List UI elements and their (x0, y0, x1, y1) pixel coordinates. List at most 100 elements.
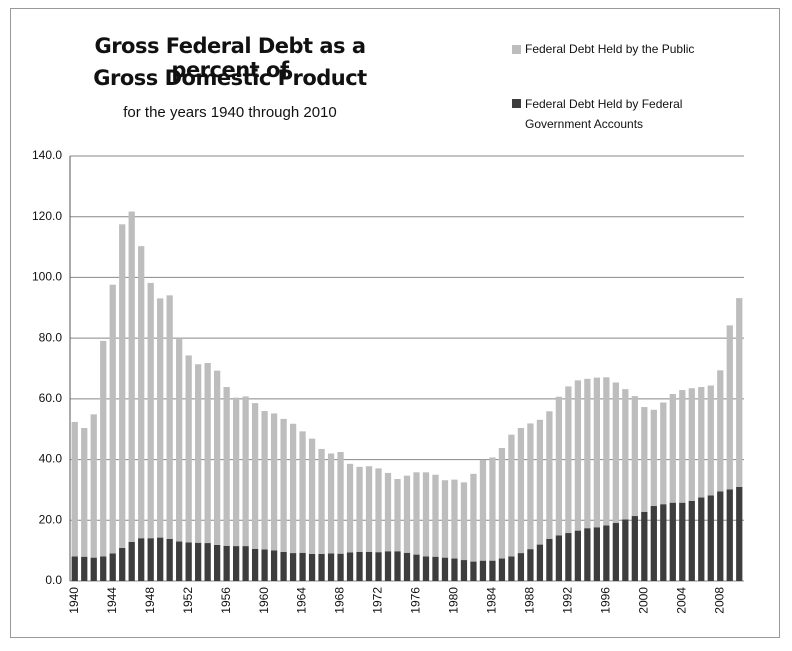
x-tick-label: 1968 (333, 587, 347, 614)
bar-segment (622, 519, 629, 581)
bar-segment (660, 402, 667, 505)
bar-segment (432, 556, 439, 581)
x-tick-label: 1992 (561, 587, 575, 614)
bar-segment (299, 431, 306, 553)
bar-segment (679, 390, 686, 503)
bar-segment (232, 397, 240, 547)
bar-segment (508, 556, 515, 581)
x-tick-label: 1952 (181, 587, 195, 614)
bar-segment (261, 549, 268, 581)
bar-segment (726, 325, 733, 490)
bar-segment (337, 451, 344, 554)
bar-segment (327, 453, 335, 554)
bar-segment (375, 552, 382, 581)
bar-segment (669, 502, 676, 581)
bar-segment (327, 553, 335, 581)
bar-segment (128, 211, 135, 542)
y-tick-label: 120.0 (32, 209, 62, 223)
bar-segment (308, 438, 316, 554)
bar-segment (71, 556, 78, 581)
bar-segment (100, 556, 107, 581)
y-tick-label: 60.0 (39, 391, 63, 405)
bar-segment (204, 543, 211, 581)
bar-segment (346, 552, 354, 581)
bar-segment (81, 556, 88, 581)
x-tick-label: 1948 (143, 587, 157, 614)
bar-segment (413, 554, 420, 581)
bar-segment (574, 530, 582, 581)
bar-segment (669, 394, 676, 503)
x-tick-label: 1996 (599, 587, 613, 614)
frame (10, 8, 780, 638)
bar-segment (726, 489, 733, 581)
bar-segment (736, 298, 743, 487)
bar-segment (204, 363, 211, 544)
legend-swatch (512, 99, 521, 108)
x-tick-label: 2004 (674, 587, 688, 614)
x-tick-label: 1944 (105, 587, 119, 614)
bar-segment (365, 466, 373, 552)
bar-segment (470, 473, 477, 562)
bar-segment (394, 551, 401, 581)
bar-segment (308, 553, 316, 581)
bar-segment (584, 378, 591, 529)
x-tick-label: 2000 (636, 587, 650, 614)
chart-subtitle: for the years 1940 through 2010 (123, 104, 337, 121)
bar-segment (413, 472, 420, 555)
bar-segment (128, 541, 135, 581)
legend-item: Federal Debt Held by Federal Government … (512, 94, 697, 134)
bar-segment (517, 553, 525, 581)
bar-segment (631, 396, 638, 517)
x-tick-label: 1980 (447, 587, 461, 614)
bar-segment (299, 552, 306, 581)
bar-segment (460, 482, 468, 561)
bar-segment (441, 557, 449, 581)
bar-segment (688, 500, 695, 581)
bar-segment (100, 340, 107, 557)
bar-segment (394, 479, 401, 552)
bar-segment (536, 419, 544, 545)
bar-segment (603, 525, 610, 581)
bar-segment (565, 533, 572, 581)
y-tick-label: 20.0 (39, 512, 63, 526)
bar-segment (157, 537, 164, 581)
bar-segment (403, 552, 411, 581)
bar-segment (109, 553, 116, 581)
bar-segment (242, 396, 249, 547)
bar-segment (384, 472, 392, 552)
bar-segment (479, 560, 487, 581)
bar-segment (214, 370, 221, 545)
legend-item: Federal Debt Held by the Public (512, 42, 712, 56)
bar-segment (346, 463, 354, 553)
legend-swatch (512, 45, 521, 54)
bar-segment (612, 523, 619, 581)
bar-segment (736, 486, 743, 581)
bar-segment (223, 545, 230, 581)
bar-segment (498, 558, 506, 581)
bar-segment (603, 377, 610, 526)
bar-segment (403, 475, 411, 553)
bar-segment (422, 556, 430, 581)
bar-segment (289, 553, 297, 581)
bar-segment (176, 541, 183, 581)
x-tick-label: 1956 (219, 587, 233, 614)
bar-segment (527, 423, 534, 550)
bar-segment (166, 295, 173, 539)
bar-segment (195, 542, 202, 581)
bar-segment (546, 411, 553, 539)
bar-segment (119, 547, 126, 581)
bar-segment (176, 339, 183, 542)
chart-title: Gross Federal Debt as a percent of (94, 34, 366, 82)
bar-segment (527, 549, 534, 581)
bar-segment (612, 382, 619, 524)
bar-segment (717, 491, 724, 581)
bar-segment (223, 387, 230, 546)
bar-segment (574, 380, 582, 531)
bar-segment (384, 551, 392, 581)
bar-segment (166, 538, 173, 581)
bar-segment (318, 553, 325, 581)
x-tick-label: 1972 (371, 587, 385, 614)
y-tick-label: 100.0 (32, 270, 62, 284)
bar-segment (337, 553, 344, 581)
